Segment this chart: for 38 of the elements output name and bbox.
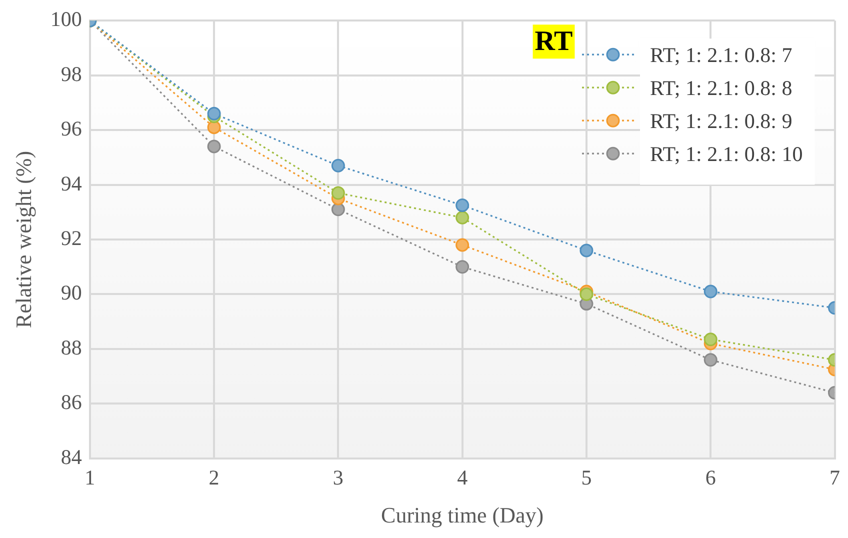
point xyxy=(207,120,221,134)
y-axis-title: Relative weight (%) xyxy=(10,150,36,328)
legend-label: RT; 1: 2.1: 0.8: 8 xyxy=(650,76,792,100)
point xyxy=(331,202,345,216)
y-tick-label: 96 xyxy=(60,116,82,141)
y-tick-label: 92 xyxy=(60,226,82,250)
point xyxy=(704,284,718,298)
point xyxy=(456,210,470,224)
y-tick-label: 98 xyxy=(60,62,82,86)
x-tick-label: 6 xyxy=(705,466,716,490)
point xyxy=(456,238,470,252)
point xyxy=(456,198,470,212)
y-tick-label: 94 xyxy=(60,171,82,196)
x-tick-label: 4 xyxy=(457,466,468,490)
point xyxy=(207,106,221,120)
point xyxy=(331,186,345,200)
point xyxy=(456,260,470,274)
x-tick-label: 5 xyxy=(581,466,592,490)
legend-label: RT; 1: 2.1: 0.8: 10 xyxy=(650,142,803,166)
y-tick-label: 84 xyxy=(60,444,82,469)
point xyxy=(704,332,718,346)
x-tick-label: 2 xyxy=(208,466,220,490)
legend-label: RT; 1: 2.1: 0.8: 9 xyxy=(650,109,792,134)
chart-title: RT xyxy=(534,26,574,57)
x-tick-label: 1 xyxy=(84,466,96,490)
point xyxy=(580,244,594,258)
y-tick-label: 90 xyxy=(60,280,82,305)
y-tick-label: 86 xyxy=(60,390,82,414)
legend-label: RT; 1: 2.1: 0.8: 7 xyxy=(650,43,792,68)
x-tick-label: 3 xyxy=(332,466,344,490)
x-tick-label: 7 xyxy=(830,466,840,490)
point xyxy=(331,158,345,172)
x-axis-title: Curing time (Day) xyxy=(381,502,544,528)
point xyxy=(580,287,594,301)
point xyxy=(207,140,221,154)
y-tick-label: 88 xyxy=(60,335,82,360)
point xyxy=(704,353,718,367)
y-tick-label: 100 xyxy=(50,7,82,32)
